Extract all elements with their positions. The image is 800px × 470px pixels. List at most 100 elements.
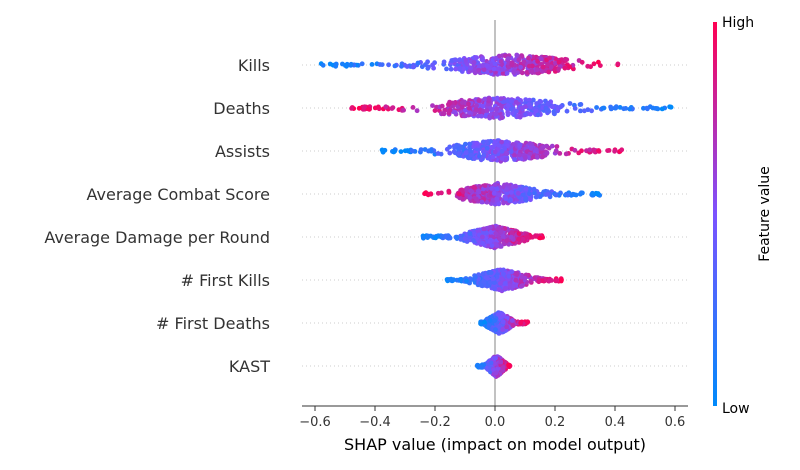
feature-label: # First Deaths <box>156 314 270 333</box>
shap-point <box>549 278 554 283</box>
shap-point <box>487 115 493 121</box>
shap-point <box>534 154 540 160</box>
shap-point <box>444 66 449 72</box>
shap-point <box>494 186 500 192</box>
shap-point <box>418 147 424 153</box>
shap-point <box>519 105 525 111</box>
shap-point <box>462 236 468 242</box>
x-tick-label: 0.0 <box>485 415 506 430</box>
shap-point <box>653 106 659 111</box>
shap-point <box>508 234 514 240</box>
shap-point <box>526 63 532 69</box>
shap-point <box>522 155 528 160</box>
shap-point <box>526 55 531 61</box>
shap-point <box>494 196 500 202</box>
shap-point <box>527 111 533 117</box>
shap-point <box>446 190 452 195</box>
shap-point <box>499 115 505 121</box>
shap-point <box>472 156 477 162</box>
shap-point <box>567 101 573 106</box>
shap-point <box>466 101 471 107</box>
shap-point <box>528 197 533 203</box>
shap-point <box>491 191 497 196</box>
feature-label: Kills <box>238 56 270 75</box>
shap-point <box>519 156 525 162</box>
shap-point <box>494 95 500 101</box>
shap-point <box>410 64 416 70</box>
shap-point <box>513 99 519 105</box>
shap-point <box>410 105 416 110</box>
shap-point <box>487 225 493 230</box>
shap-point <box>447 144 453 150</box>
shap-point <box>523 195 529 201</box>
shap-point <box>492 318 498 323</box>
shap-point <box>390 105 396 110</box>
shap-point <box>481 67 487 73</box>
shap-point <box>473 274 478 280</box>
shap-point <box>474 103 479 108</box>
shap-point <box>504 324 510 330</box>
shap-point <box>613 104 619 110</box>
shap-point <box>572 106 578 111</box>
shap-point <box>500 71 506 76</box>
shap-point <box>540 154 546 160</box>
shap-point <box>562 56 568 62</box>
shap-point <box>600 105 606 111</box>
shap-point <box>401 107 406 113</box>
shap-point <box>467 195 473 200</box>
shap-point <box>479 199 485 205</box>
shap-point <box>457 277 463 282</box>
shap-point <box>476 67 482 73</box>
shap-point <box>496 312 501 317</box>
shap-point <box>476 64 482 70</box>
shap-point <box>484 145 490 151</box>
shap-point <box>534 67 540 73</box>
shap-point <box>480 57 486 63</box>
shap-point <box>519 274 525 280</box>
shap-point <box>532 190 537 196</box>
shap-point <box>503 285 508 291</box>
shap-point <box>456 191 462 197</box>
shap-point <box>473 107 479 113</box>
shap-point <box>460 100 465 105</box>
shap-point <box>538 149 544 155</box>
shap-point <box>512 157 517 162</box>
shap-point <box>467 110 472 115</box>
shap-point <box>556 67 561 72</box>
shap-point <box>546 69 552 75</box>
shap-point <box>428 191 434 197</box>
x-tick-label: −0.4 <box>359 415 391 430</box>
shap-point <box>320 62 326 68</box>
shap-point <box>471 60 477 65</box>
shap-point <box>454 234 460 240</box>
shap-point <box>447 150 453 156</box>
shap-point <box>491 280 497 285</box>
shap-point <box>481 279 487 284</box>
shap-point <box>482 183 488 188</box>
shap-point <box>579 59 585 65</box>
shap-point <box>509 230 515 235</box>
shap-point <box>538 56 544 62</box>
shap-point <box>479 113 484 119</box>
shap-point <box>488 138 494 144</box>
shap-point <box>480 103 485 109</box>
shap-point <box>498 59 504 64</box>
shap-point <box>552 111 557 117</box>
shap-point <box>498 281 503 286</box>
shap-point <box>468 65 474 71</box>
shap-point <box>504 150 509 156</box>
shap-point <box>494 106 500 112</box>
shap-point <box>480 63 486 68</box>
shap-point <box>503 196 509 202</box>
shap-point <box>470 238 476 243</box>
shap-point <box>506 363 512 368</box>
shap-point <box>500 326 506 332</box>
x-tick-label: −0.6 <box>299 415 331 430</box>
shap-point <box>500 365 506 371</box>
shap-point <box>342 63 348 68</box>
shap-point <box>467 141 472 147</box>
shap-point <box>422 191 427 197</box>
shap-point <box>508 190 514 195</box>
shap-point <box>406 148 411 154</box>
shap-point <box>461 113 467 119</box>
